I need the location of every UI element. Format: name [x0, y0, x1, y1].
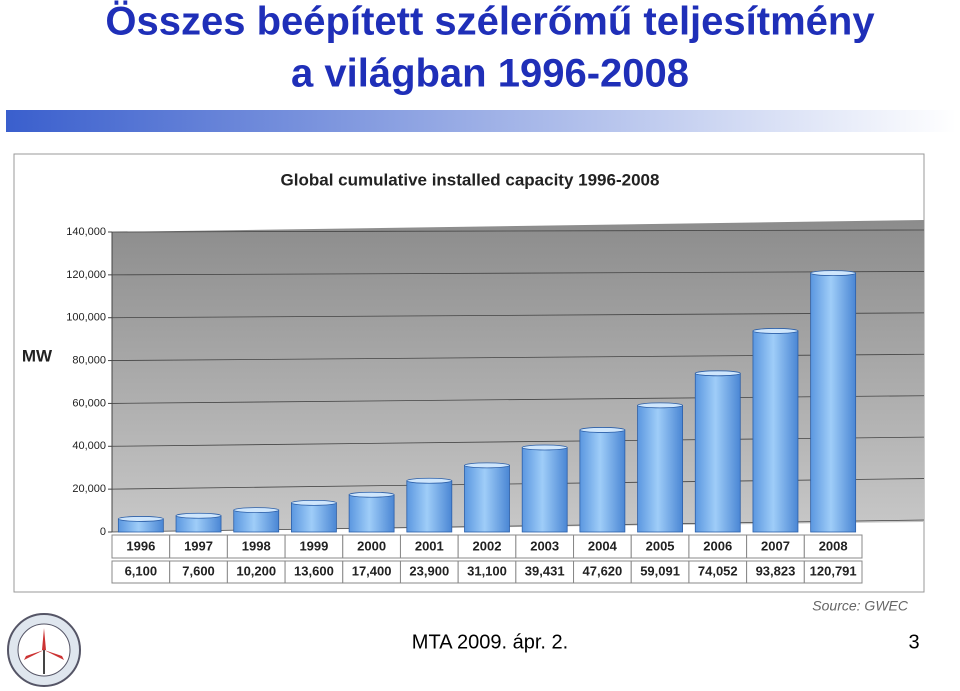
bar-cap [752, 328, 799, 334]
value-label: 31,100 [467, 563, 507, 578]
x-tick-label: 2006 [703, 538, 732, 553]
bar-cap [810, 270, 857, 277]
x-tick-label: 2002 [473, 538, 502, 553]
page-number: 3 [908, 631, 919, 653]
bar-cap [579, 427, 626, 433]
x-tick-label: 1997 [184, 538, 213, 553]
x-tick-label: 1996 [126, 538, 155, 553]
bar-cap [117, 516, 164, 522]
bar [810, 272, 857, 533]
y-tick-label: 40,000 [72, 440, 106, 452]
bar [406, 480, 453, 533]
x-tick-label: 2008 [819, 538, 848, 553]
logo [7, 613, 81, 687]
value-label: 17,400 [352, 563, 392, 578]
x-tick-label: 2000 [357, 538, 386, 553]
table-cell [803, 560, 863, 584]
y-tick-label: 60,000 [72, 397, 106, 409]
footer: MTA 2009. ápr. 2. [412, 631, 568, 653]
grid-line [111, 271, 925, 276]
y-tick-label: 20,000 [72, 483, 106, 495]
x-tick-label: 2004 [588, 538, 618, 553]
y-tick-label: 80,000 [72, 354, 106, 366]
bar-cap [521, 444, 568, 451]
bar [521, 447, 568, 533]
value-label: 47,620 [583, 563, 623, 578]
grid-line [111, 312, 925, 319]
slide-title: a világban 1996-2008 [291, 52, 689, 96]
grid-line [111, 229, 925, 233]
source: Source: GWEC [812, 598, 909, 614]
bar [752, 330, 799, 533]
y-tick-label: 0 [100, 526, 106, 538]
value-label: 74,052 [698, 563, 738, 578]
y-axis-label: MW [22, 346, 53, 365]
bar-cap [406, 477, 453, 484]
value-label: 10,200 [236, 563, 276, 578]
y-tick-label: 140,000 [66, 226, 106, 238]
value-label: 7,600 [182, 563, 215, 578]
plot: 0 20,000 40,000 60,000 80,000 100,000 120,000 1… [66, 226, 925, 584]
y-tick-label: 100,000 [66, 312, 106, 324]
chart-title: Global cumulative installed capacity 199… [281, 170, 660, 189]
x-tick-label: 2001 [415, 538, 444, 553]
bar [291, 502, 337, 533]
slide-title: Összes beépített szélerőmű teljesítmény [105, 0, 875, 44]
bar-cap [233, 507, 280, 514]
value-label: 23,900 [409, 563, 449, 578]
bar-cap [464, 462, 510, 469]
value-label: 13,600 [294, 563, 334, 578]
table-cell [803, 534, 863, 559]
bar [233, 509, 280, 533]
bar-cap [175, 512, 222, 519]
bar-cap [348, 491, 395, 498]
bar-cap [637, 402, 683, 409]
value-label: 59,091 [640, 563, 680, 578]
bar [579, 429, 626, 533]
bar-cap [694, 370, 741, 377]
x-tick-label: 1998 [242, 538, 271, 553]
bar [348, 494, 395, 533]
value-label: 120,791 [810, 563, 857, 578]
x-tick-label: 2005 [646, 538, 675, 553]
value-label: 93,823 [756, 563, 796, 578]
value-label: 39,431 [525, 563, 565, 578]
x-tick-label: 1999 [299, 538, 328, 553]
bar [464, 464, 510, 533]
y-tick-label: 120,000 [66, 269, 106, 281]
bar-cap [291, 499, 337, 506]
title-band [6, 110, 956, 132]
value-label: 6,100 [125, 563, 158, 578]
bar [637, 404, 683, 533]
plot-wall [112, 220, 924, 532]
bar [694, 372, 741, 533]
x-tick-label: 2007 [761, 538, 790, 553]
x-tick-label: 2003 [530, 538, 559, 553]
